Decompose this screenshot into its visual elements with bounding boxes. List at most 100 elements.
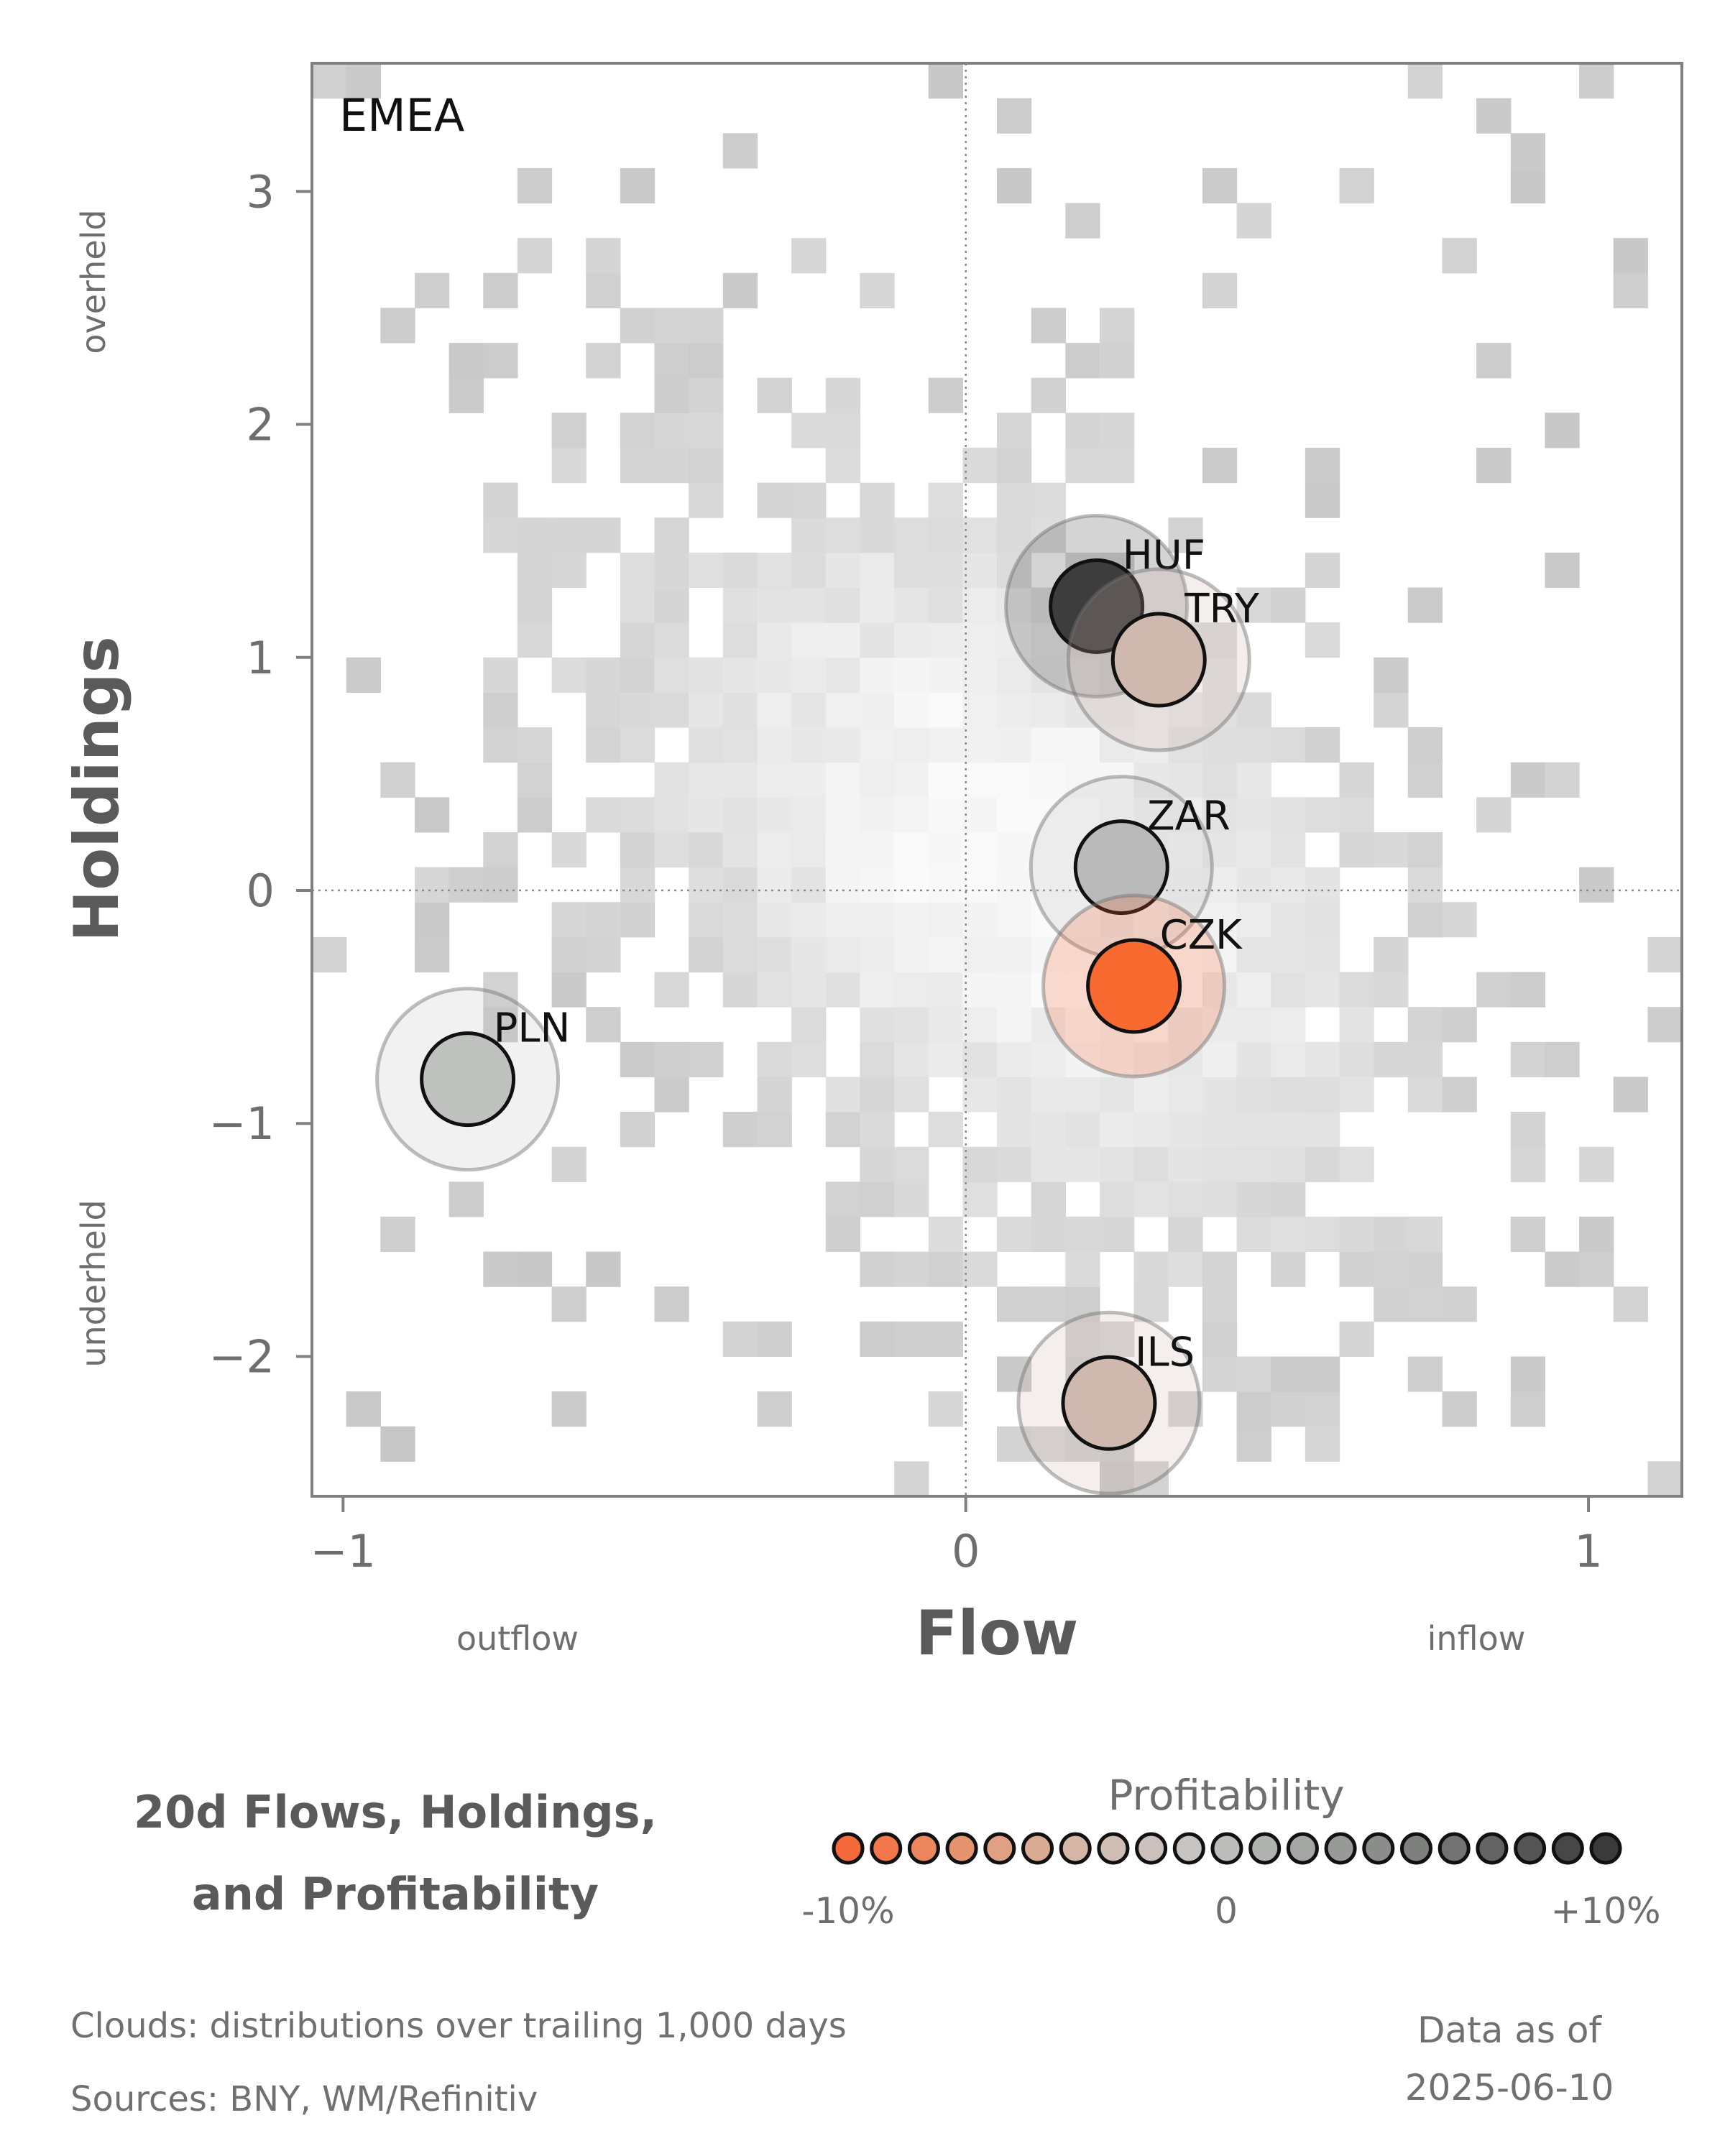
cloud-cell	[620, 727, 656, 763]
cloud-cell	[415, 902, 450, 938]
cloud-cell	[997, 552, 1032, 589]
cloud-cell	[415, 867, 450, 903]
cloud-cell	[1407, 587, 1443, 623]
cloud-cell	[860, 1112, 895, 1148]
cloud-cell	[928, 832, 963, 868]
cloud-cell	[689, 902, 724, 938]
legend-dot	[1097, 1832, 1130, 1865]
cloud-cell	[689, 797, 724, 833]
cloud-cell	[654, 622, 689, 658]
cloud-cell	[1065, 1041, 1100, 1077]
cloud-cell	[825, 517, 860, 553]
cloud-cell	[722, 867, 758, 903]
cloud-cell	[654, 413, 689, 448]
point-zar	[1073, 819, 1169, 916]
cloud-cell	[586, 902, 621, 938]
data-date-line-1: Data as of	[1417, 2009, 1602, 2051]
legend-dot	[1514, 1832, 1547, 1865]
axes: −1 0 1 3 2 1 0 −1 −2	[209, 165, 1603, 1577]
cloud-cell	[894, 1461, 929, 1496]
cloud-cell	[860, 902, 895, 938]
cloud-cell	[962, 797, 998, 833]
legend-tick-min: -10%	[801, 1890, 894, 1932]
legend-tick-mid: 0	[1215, 1890, 1238, 1932]
cloud-cell	[860, 832, 895, 868]
cloud-cell	[1407, 1077, 1443, 1112]
cloud-cell	[1647, 1461, 1682, 1496]
cloud-cell	[620, 692, 656, 728]
cloud-cell	[1202, 972, 1238, 1008]
point-label-ils: ILS	[1135, 1329, 1195, 1376]
cloud-cell	[1133, 1286, 1169, 1322]
cloud-cell	[1339, 1216, 1374, 1253]
cloud-cell	[586, 272, 621, 308]
cloud-cell	[517, 797, 553, 833]
legend-dot	[1210, 1832, 1243, 1865]
cloud-cell	[1374, 972, 1409, 1008]
panel-label: EMEA	[339, 89, 464, 142]
cloud-cell	[1407, 1251, 1443, 1287]
data-points: HUF TRY ZAR CZK PLN ILS	[375, 513, 1260, 1496]
cloud-cell	[1510, 1391, 1546, 1427]
cloud-cell	[825, 1216, 860, 1253]
cloud-cell	[1236, 1356, 1271, 1392]
cloud-cell	[1442, 1077, 1477, 1112]
cloud-cell	[997, 972, 1032, 1008]
cloud-cell	[1168, 1077, 1203, 1112]
cloud-cell	[1305, 1041, 1340, 1077]
cloud-cell	[1374, 936, 1409, 973]
cloud-cell	[860, 936, 895, 973]
legend-dot	[1589, 1832, 1622, 1865]
cloud-cell	[620, 167, 656, 204]
cloud-cell	[551, 517, 586, 553]
cloud-cell	[791, 622, 827, 658]
cloud-cell	[1065, 762, 1100, 798]
cloud-cell	[1065, 1251, 1100, 1287]
legend-dot	[1438, 1832, 1471, 1865]
point-czk	[1086, 938, 1182, 1034]
cloud-cell	[1031, 832, 1066, 868]
cloud-cell	[894, 902, 929, 938]
cloud-cell	[380, 308, 415, 344]
cloud-cell	[551, 972, 586, 1008]
cloud-cell	[654, 343, 689, 379]
cloud-cell	[1065, 203, 1100, 239]
y-axis-title: Holdings	[61, 636, 133, 942]
cloud-cell	[1374, 692, 1409, 728]
cloud-cell	[791, 657, 827, 693]
cloud-cell	[1579, 63, 1614, 99]
cloud-cell	[1202, 692, 1238, 728]
cloud-cell	[1407, 1007, 1443, 1043]
cloud-cell	[689, 377, 724, 413]
cloud-cell	[1374, 1251, 1409, 1287]
cloud-cell	[997, 657, 1032, 693]
cloud-cell	[757, 762, 792, 798]
cloud-cell	[380, 762, 415, 798]
cloud-cell	[997, 482, 1032, 518]
cloud-cell	[962, 1041, 998, 1077]
data-date-line-2: 2025-06-10	[1404, 2067, 1614, 2109]
cloud-cell	[1339, 167, 1374, 204]
cloud-cell	[1168, 1181, 1203, 1217]
cloud-cell	[654, 972, 689, 1008]
cloud-cell	[517, 167, 553, 204]
cloud-cell	[346, 63, 381, 99]
cloud-cell	[1031, 1146, 1066, 1182]
cloud-cell	[517, 552, 553, 589]
y-side-label-negative: underheld	[74, 1199, 113, 1367]
cloud-cell	[1168, 1112, 1203, 1148]
cloud-cell	[620, 308, 656, 344]
cloud-cell	[1031, 762, 1066, 798]
cloud-cell	[1374, 657, 1409, 693]
cloud-cell	[1202, 1077, 1238, 1112]
point-pln	[420, 1031, 516, 1128]
cloud-cell	[1407, 902, 1443, 938]
cloud-cell	[757, 797, 792, 833]
cloud-cell	[1202, 797, 1238, 833]
cloud-cell	[894, 972, 929, 1008]
cloud-cell	[825, 832, 860, 868]
cloud-cell	[483, 972, 518, 1008]
cloud-cell	[962, 517, 998, 553]
cloud-cell	[1339, 972, 1374, 1008]
cloud-cell	[825, 727, 860, 763]
